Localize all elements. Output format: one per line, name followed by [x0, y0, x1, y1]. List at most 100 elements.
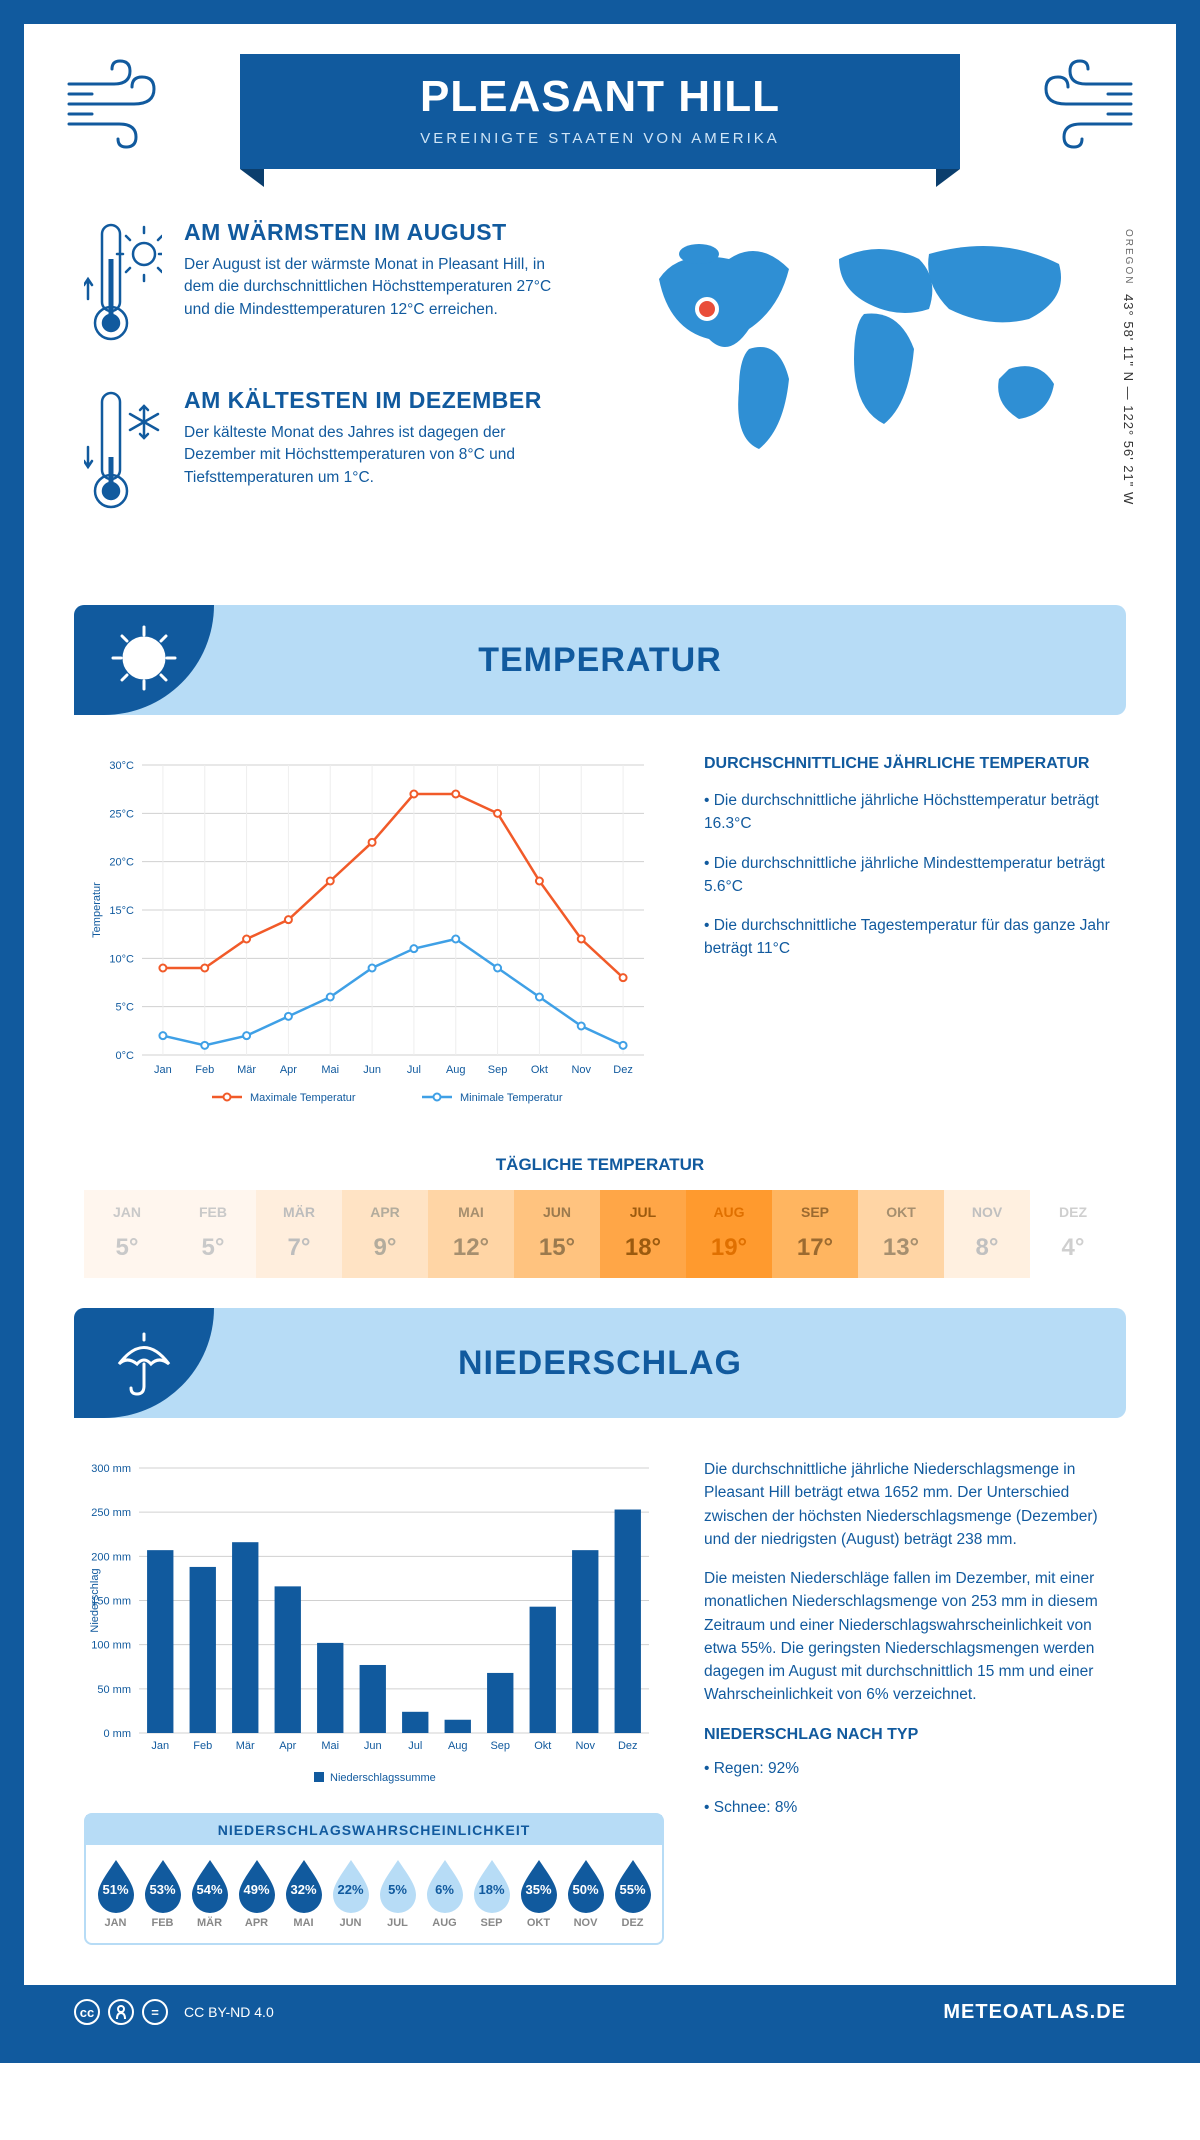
climate-facts: AM WÄRMSTEN IM AUGUST Der August ist der… — [84, 219, 609, 555]
section-title: TEMPERATUR — [74, 641, 1126, 680]
raindrop-icon: 18% — [470, 1857, 514, 1913]
svg-text:Dez: Dez — [618, 1740, 638, 1752]
raindrop-icon: 54% — [188, 1857, 232, 1913]
svg-text:5°C: 5°C — [116, 1002, 135, 1014]
precipitation-probability-panel: NIEDERSCHLAGSWAHRSCHEINLICHKEIT 51% JAN … — [84, 1813, 664, 1945]
probability-cell: 53% FEB — [139, 1857, 186, 1929]
svg-text:Feb: Feb — [195, 1064, 214, 1076]
svg-text:Maximale Temperatur: Maximale Temperatur — [250, 1092, 356, 1104]
coordinates: OREGON 43° 58' 11" N — 122° 56' 21" W — [1121, 229, 1136, 505]
svg-text:Okt: Okt — [534, 1740, 551, 1752]
svg-text:0 mm: 0 mm — [104, 1728, 132, 1740]
daily-temp-cell: JUN15° — [514, 1190, 600, 1278]
svg-text:Mär: Mär — [236, 1740, 255, 1752]
daily-temp-title: TÄGLICHE TEMPERATUR — [24, 1155, 1176, 1175]
svg-text:Apr: Apr — [280, 1064, 297, 1076]
svg-text:Feb: Feb — [193, 1740, 212, 1752]
section-title: NIEDERSCHLAG — [74, 1344, 1126, 1383]
svg-text:Sep: Sep — [490, 1740, 510, 1752]
thermometer-hot-icon — [84, 219, 162, 349]
svg-text:Jul: Jul — [408, 1740, 422, 1752]
svg-text:Okt: Okt — [531, 1064, 548, 1076]
svg-text:300 mm: 300 mm — [91, 1463, 131, 1475]
daily-temp-cell: NOV8° — [944, 1190, 1030, 1278]
svg-text:Apr: Apr — [279, 1740, 296, 1752]
title-banner: PLEASANT HILL VEREINIGTE STAATEN VON AME… — [240, 54, 960, 169]
svg-text:Niederschlagssumme: Niederschlagssumme — [330, 1772, 436, 1784]
raindrop-icon: 51% — [94, 1857, 138, 1913]
svg-text:Jun: Jun — [364, 1740, 382, 1752]
raindrop-icon: 50% — [564, 1857, 608, 1913]
svg-text:200 mm: 200 mm — [91, 1551, 131, 1563]
daily-temp-cell: OKT13° — [858, 1190, 944, 1278]
probability-cell: 35% OKT — [515, 1857, 562, 1929]
footer: cc = CC BY-ND 4.0 METEOATLAS.DE — [24, 1985, 1176, 2039]
cold-fact-title: AM KÄLTESTEN IM DEZEMBER — [184, 387, 564, 414]
probability-cell: 18% SEP — [468, 1857, 515, 1929]
page-title: PLEASANT HILL — [240, 72, 960, 122]
svg-text:Jul: Jul — [407, 1064, 421, 1076]
daily-temp-cell: JUL18° — [600, 1190, 686, 1278]
raindrop-icon: 22% — [329, 1857, 373, 1913]
section-header-precipitation: NIEDERSCHLAG — [74, 1308, 1126, 1418]
probability-cell: 32% MAI — [280, 1857, 327, 1929]
svg-text:Jan: Jan — [151, 1740, 169, 1752]
svg-text:Sep: Sep — [488, 1064, 508, 1076]
location-marker — [697, 299, 717, 319]
svg-text:50 mm: 50 mm — [97, 1684, 131, 1696]
svg-text:20°C: 20°C — [109, 857, 134, 869]
raindrop-icon: 49% — [235, 1857, 279, 1913]
license-text: CC BY-ND 4.0 — [184, 2004, 274, 2020]
svg-text:100 mm: 100 mm — [91, 1640, 131, 1652]
probability-cell: 50% NOV — [562, 1857, 609, 1929]
svg-text:Dez: Dez — [613, 1064, 633, 1076]
world-map: OREGON 43° 58' 11" N — 122° 56' 21" W — [639, 219, 1116, 555]
daily-temp-cell: FEB5° — [170, 1190, 256, 1278]
cold-fact-text: Der kälteste Monat des Jahres ist dagege… — [184, 422, 564, 489]
probability-cell: 51% JAN — [92, 1857, 139, 1929]
daily-temp-cell: MAI12° — [428, 1190, 514, 1278]
wind-icon — [64, 59, 174, 154]
daily-temp-cell: MÄR7° — [256, 1190, 342, 1278]
section-header-temperature: TEMPERATUR — [74, 605, 1126, 715]
warm-fact-title: AM WÄRMSTEN IM AUGUST — [184, 219, 564, 246]
svg-text:Temperatur: Temperatur — [91, 882, 103, 938]
svg-text:Mär: Mär — [237, 1064, 256, 1076]
raindrop-icon: 32% — [282, 1857, 326, 1913]
warm-fact-text: Der August ist der wärmste Monat in Plea… — [184, 254, 564, 321]
probability-cell: 54% MÄR — [186, 1857, 233, 1929]
svg-text:Jun: Jun — [363, 1064, 381, 1076]
svg-text:Minimale Temperatur: Minimale Temperatur — [460, 1092, 563, 1104]
svg-text:10°C: 10°C — [109, 953, 134, 965]
daily-temp-cell: JAN5° — [84, 1190, 170, 1278]
sun-icon — [109, 623, 179, 698]
raindrop-icon: 5% — [376, 1857, 420, 1913]
probability-cell: 22% JUN — [327, 1857, 374, 1929]
umbrella-icon — [109, 1326, 179, 1401]
probability-cell: 49% APR — [233, 1857, 280, 1929]
site-name: METEOATLAS.DE — [943, 2001, 1126, 2024]
daily-temp-cell: SEP17° — [772, 1190, 858, 1278]
daily-temp-cell: APR9° — [342, 1190, 428, 1278]
temperature-line-chart: 0°C5°C10°C15°C20°C25°C30°CJanFebMärAprMa… — [84, 755, 664, 1120]
page-subtitle: VEREINIGTE STAATEN VON AMERIKA — [240, 130, 960, 147]
svg-text:250 mm: 250 mm — [91, 1507, 131, 1519]
raindrop-icon: 53% — [141, 1857, 185, 1913]
svg-text:Aug: Aug — [446, 1064, 466, 1076]
svg-text:Aug: Aug — [448, 1740, 468, 1752]
svg-text:15°C: 15°C — [109, 905, 134, 917]
thermometer-cold-icon — [84, 387, 162, 517]
temperature-summary: DURCHSCHNITTLICHE JÄHRLICHE TEMPERATUR •… — [704, 755, 1116, 1120]
svg-text:Jan: Jan — [154, 1064, 172, 1076]
precipitation-summary: Die durchschnittliche jährliche Niedersc… — [704, 1458, 1116, 1945]
daily-temp-cell: DEZ4° — [1030, 1190, 1116, 1278]
svg-text:0°C: 0°C — [116, 1050, 135, 1062]
cc-icons: cc = — [74, 1999, 168, 2025]
header: PLEASANT HILL VEREINIGTE STAATEN VON AME… — [24, 24, 1176, 169]
svg-text:Mai: Mai — [321, 1740, 339, 1752]
svg-text:Mai: Mai — [321, 1064, 339, 1076]
probability-cell: 55% DEZ — [609, 1857, 656, 1929]
raindrop-icon: 55% — [611, 1857, 655, 1913]
raindrop-icon: 35% — [517, 1857, 561, 1913]
probability-cell: 6% AUG — [421, 1857, 468, 1929]
